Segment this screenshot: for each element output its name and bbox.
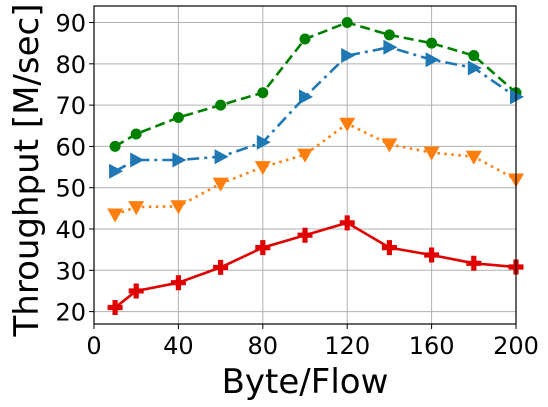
x-tick-label: 200	[493, 332, 539, 360]
data-point	[254, 161, 271, 176]
data-point	[212, 177, 229, 192]
y-tick-label: 60	[55, 133, 86, 161]
data-point	[381, 138, 398, 153]
series-3	[107, 215, 524, 315]
series-line	[114, 45, 517, 173]
tick-labels: 0 40 80 120 160 200 20 30 40 50 60 70 80 90	[55, 10, 538, 360]
data-point	[341, 48, 356, 64]
data-point	[468, 50, 480, 62]
data-point	[215, 99, 227, 111]
data-point	[339, 117, 356, 132]
series-line	[114, 122, 517, 216]
series-2	[107, 117, 524, 223]
data-point	[109, 163, 124, 179]
data-point	[170, 200, 187, 215]
data-point	[172, 152, 187, 168]
grid-lines	[93, 6, 517, 324]
data-point	[107, 208, 124, 223]
data-point	[426, 37, 438, 49]
series-layer	[107, 17, 524, 315]
data-point	[297, 227, 313, 243]
data-point	[172, 112, 184, 124]
data-point	[425, 52, 440, 68]
data-point	[130, 128, 142, 140]
data-point	[130, 152, 145, 168]
plot-frame	[93, 5, 517, 325]
data-point	[297, 148, 313, 163]
data-point	[510, 89, 524, 105]
data-point	[466, 255, 482, 271]
data-point	[128, 283, 144, 299]
data-point	[381, 240, 397, 256]
series-1	[109, 39, 524, 179]
x-axis-title: Byte/Flow	[222, 362, 389, 402]
data-point	[214, 149, 229, 165]
y-tick-label: 30	[55, 257, 86, 285]
data-point	[423, 146, 440, 161]
y-tick-label: 50	[55, 175, 86, 203]
x-tick-label: 160	[409, 332, 455, 360]
x-tick-label: 0	[86, 332, 101, 360]
data-point	[339, 215, 355, 231]
data-point	[256, 134, 271, 150]
series-0	[109, 17, 522, 152]
series-line	[114, 221, 517, 309]
data-point	[383, 39, 398, 55]
data-point	[257, 87, 269, 99]
x-tick-label: 40	[163, 332, 194, 360]
data-point	[465, 150, 482, 165]
data-point	[299, 33, 311, 45]
y-tick-label: 80	[55, 51, 86, 79]
y-tick-label: 20	[55, 299, 86, 327]
series-line	[114, 21, 517, 148]
data-point	[213, 259, 229, 275]
data-point	[299, 89, 313, 105]
data-point	[383, 29, 395, 41]
data-point	[424, 247, 440, 263]
data-point	[255, 240, 271, 256]
data-point	[107, 299, 123, 315]
y-tick-label: 90	[55, 10, 86, 38]
data-point	[467, 60, 482, 76]
data-point	[128, 201, 145, 216]
x-tick-label: 80	[248, 332, 279, 360]
data-point	[341, 17, 353, 29]
data-point	[109, 140, 121, 152]
x-tick-label: 120	[324, 332, 370, 360]
y-tick-label: 70	[55, 92, 86, 120]
data-point	[170, 275, 186, 291]
y-axis-title: Throughput [M/sec]	[7, 4, 47, 338]
y-tick-label: 40	[55, 216, 86, 244]
